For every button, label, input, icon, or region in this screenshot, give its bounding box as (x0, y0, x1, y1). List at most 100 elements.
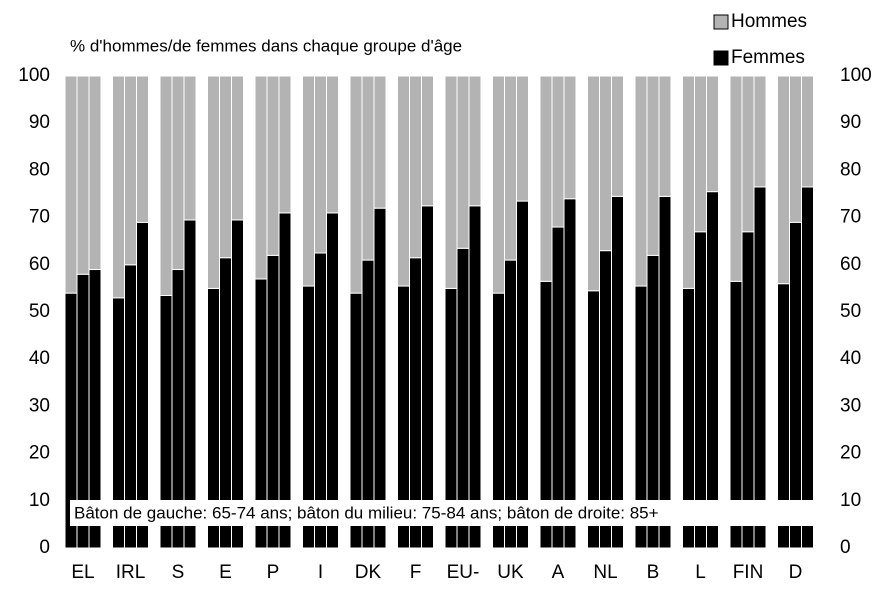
y2-tick-label: 60 (840, 254, 861, 275)
x-tick-label: FIN (733, 562, 764, 583)
bar-segment (741, 75, 755, 233)
x-tick-label: NL (593, 562, 617, 583)
y-tick-label: 40 (29, 348, 50, 369)
x-tick-label: UK (497, 562, 524, 583)
y2-tick-label: 40 (840, 348, 861, 369)
y-tick-label: 20 (29, 443, 50, 464)
bar-segment (516, 200, 529, 549)
bar-segment (373, 75, 387, 209)
legend-label: Femmes (731, 47, 805, 68)
bar-segment (373, 207, 387, 549)
bar-segment (551, 226, 565, 549)
bar-segment (516, 75, 529, 202)
bar-segment (136, 221, 149, 549)
x-tick-label: P (267, 562, 280, 583)
x-tick-label: E (219, 562, 232, 583)
legend-swatch (713, 14, 729, 30)
y2-tick-label: 90 (840, 112, 861, 133)
bar-segment (302, 75, 315, 287)
bar-segment (753, 186, 767, 549)
bar-segment (112, 75, 125, 299)
x-tick-label: EL (71, 562, 94, 583)
bar-segment (492, 75, 505, 294)
bar-segment (563, 198, 577, 549)
x-tick-label: B (647, 562, 660, 583)
bar-segment (706, 191, 719, 549)
bar-segment (136, 75, 149, 223)
bar-segment (611, 195, 624, 549)
bar-segment (563, 75, 577, 200)
bar-segment (266, 75, 280, 256)
y2-tick-label: 50 (840, 301, 861, 322)
bar-segment (409, 75, 422, 259)
bar-segment (278, 212, 292, 549)
bar-segment (421, 75, 434, 207)
x-tick-label: IRL (116, 562, 146, 583)
bar-segment (599, 75, 612, 252)
bar-segment (789, 75, 802, 223)
bar-segment (231, 219, 244, 549)
bar-segment (171, 75, 185, 271)
chart-title: % d'hommes/de femmes dans chaque groupe … (70, 36, 462, 55)
legend-label: Hommes (731, 11, 807, 32)
bar-segment (349, 75, 363, 294)
bar-segment (444, 75, 458, 289)
bar-segment (76, 75, 90, 275)
y2-tick-label: 20 (840, 443, 861, 464)
bar-segment (421, 205, 434, 549)
bar-segment (658, 195, 672, 549)
bar-segment (646, 75, 660, 256)
y-tick-label: 100 (18, 65, 50, 86)
bar-segment (326, 75, 339, 214)
x-tick-label: F (410, 562, 422, 583)
x-tick-label: DK (355, 562, 382, 583)
y-tick-label: 70 (29, 207, 50, 228)
x-tick-label: A (552, 562, 565, 583)
y2-tick-label: 100 (840, 65, 872, 86)
y-tick-label: 10 (29, 490, 50, 511)
x-tick-label: L (695, 562, 706, 583)
bar-segment (254, 75, 268, 280)
bar-segment (587, 75, 600, 292)
bar-segment (634, 75, 648, 287)
bar-segment (278, 75, 292, 214)
y-tick-label: 0 (39, 537, 50, 558)
bar-segment (682, 75, 695, 289)
y-tick-label: 80 (29, 159, 50, 180)
x-tick-label: D (789, 562, 803, 583)
x-tick-label: EU- (447, 562, 480, 583)
legend-swatch (713, 50, 729, 66)
y2-tick-label: 80 (840, 159, 861, 180)
bar-segment (694, 75, 707, 233)
bar-segment (551, 75, 565, 228)
bar-segment (753, 75, 767, 188)
bar-segment (801, 75, 814, 188)
bar-segment (183, 75, 197, 221)
bar-segment (706, 75, 719, 193)
bar-segment (64, 75, 78, 294)
bar-segment (231, 75, 244, 221)
bar-segment (468, 75, 482, 207)
bar-segment (159, 75, 173, 296)
bar-segment (468, 205, 482, 549)
bar-segment (801, 186, 814, 549)
bar-segment (456, 75, 470, 249)
bar-segment (789, 221, 802, 549)
bar-segment (729, 75, 743, 282)
annotation-box (70, 500, 818, 526)
bar-segment (611, 75, 624, 197)
y-tick-label: 60 (29, 254, 50, 275)
y2-tick-label: 30 (840, 395, 861, 416)
bar-segment (88, 75, 102, 271)
x-tick-label: I (318, 562, 323, 583)
y-tick-label: 30 (29, 395, 50, 416)
bar-segment (361, 75, 375, 261)
bar-segment (539, 75, 553, 282)
y-tick-label: 90 (29, 112, 50, 133)
bar-segment (777, 75, 790, 285)
bar-segment (314, 75, 327, 254)
bar-segment (219, 75, 232, 259)
bar-segment (658, 75, 672, 197)
bar-segment (183, 219, 197, 549)
